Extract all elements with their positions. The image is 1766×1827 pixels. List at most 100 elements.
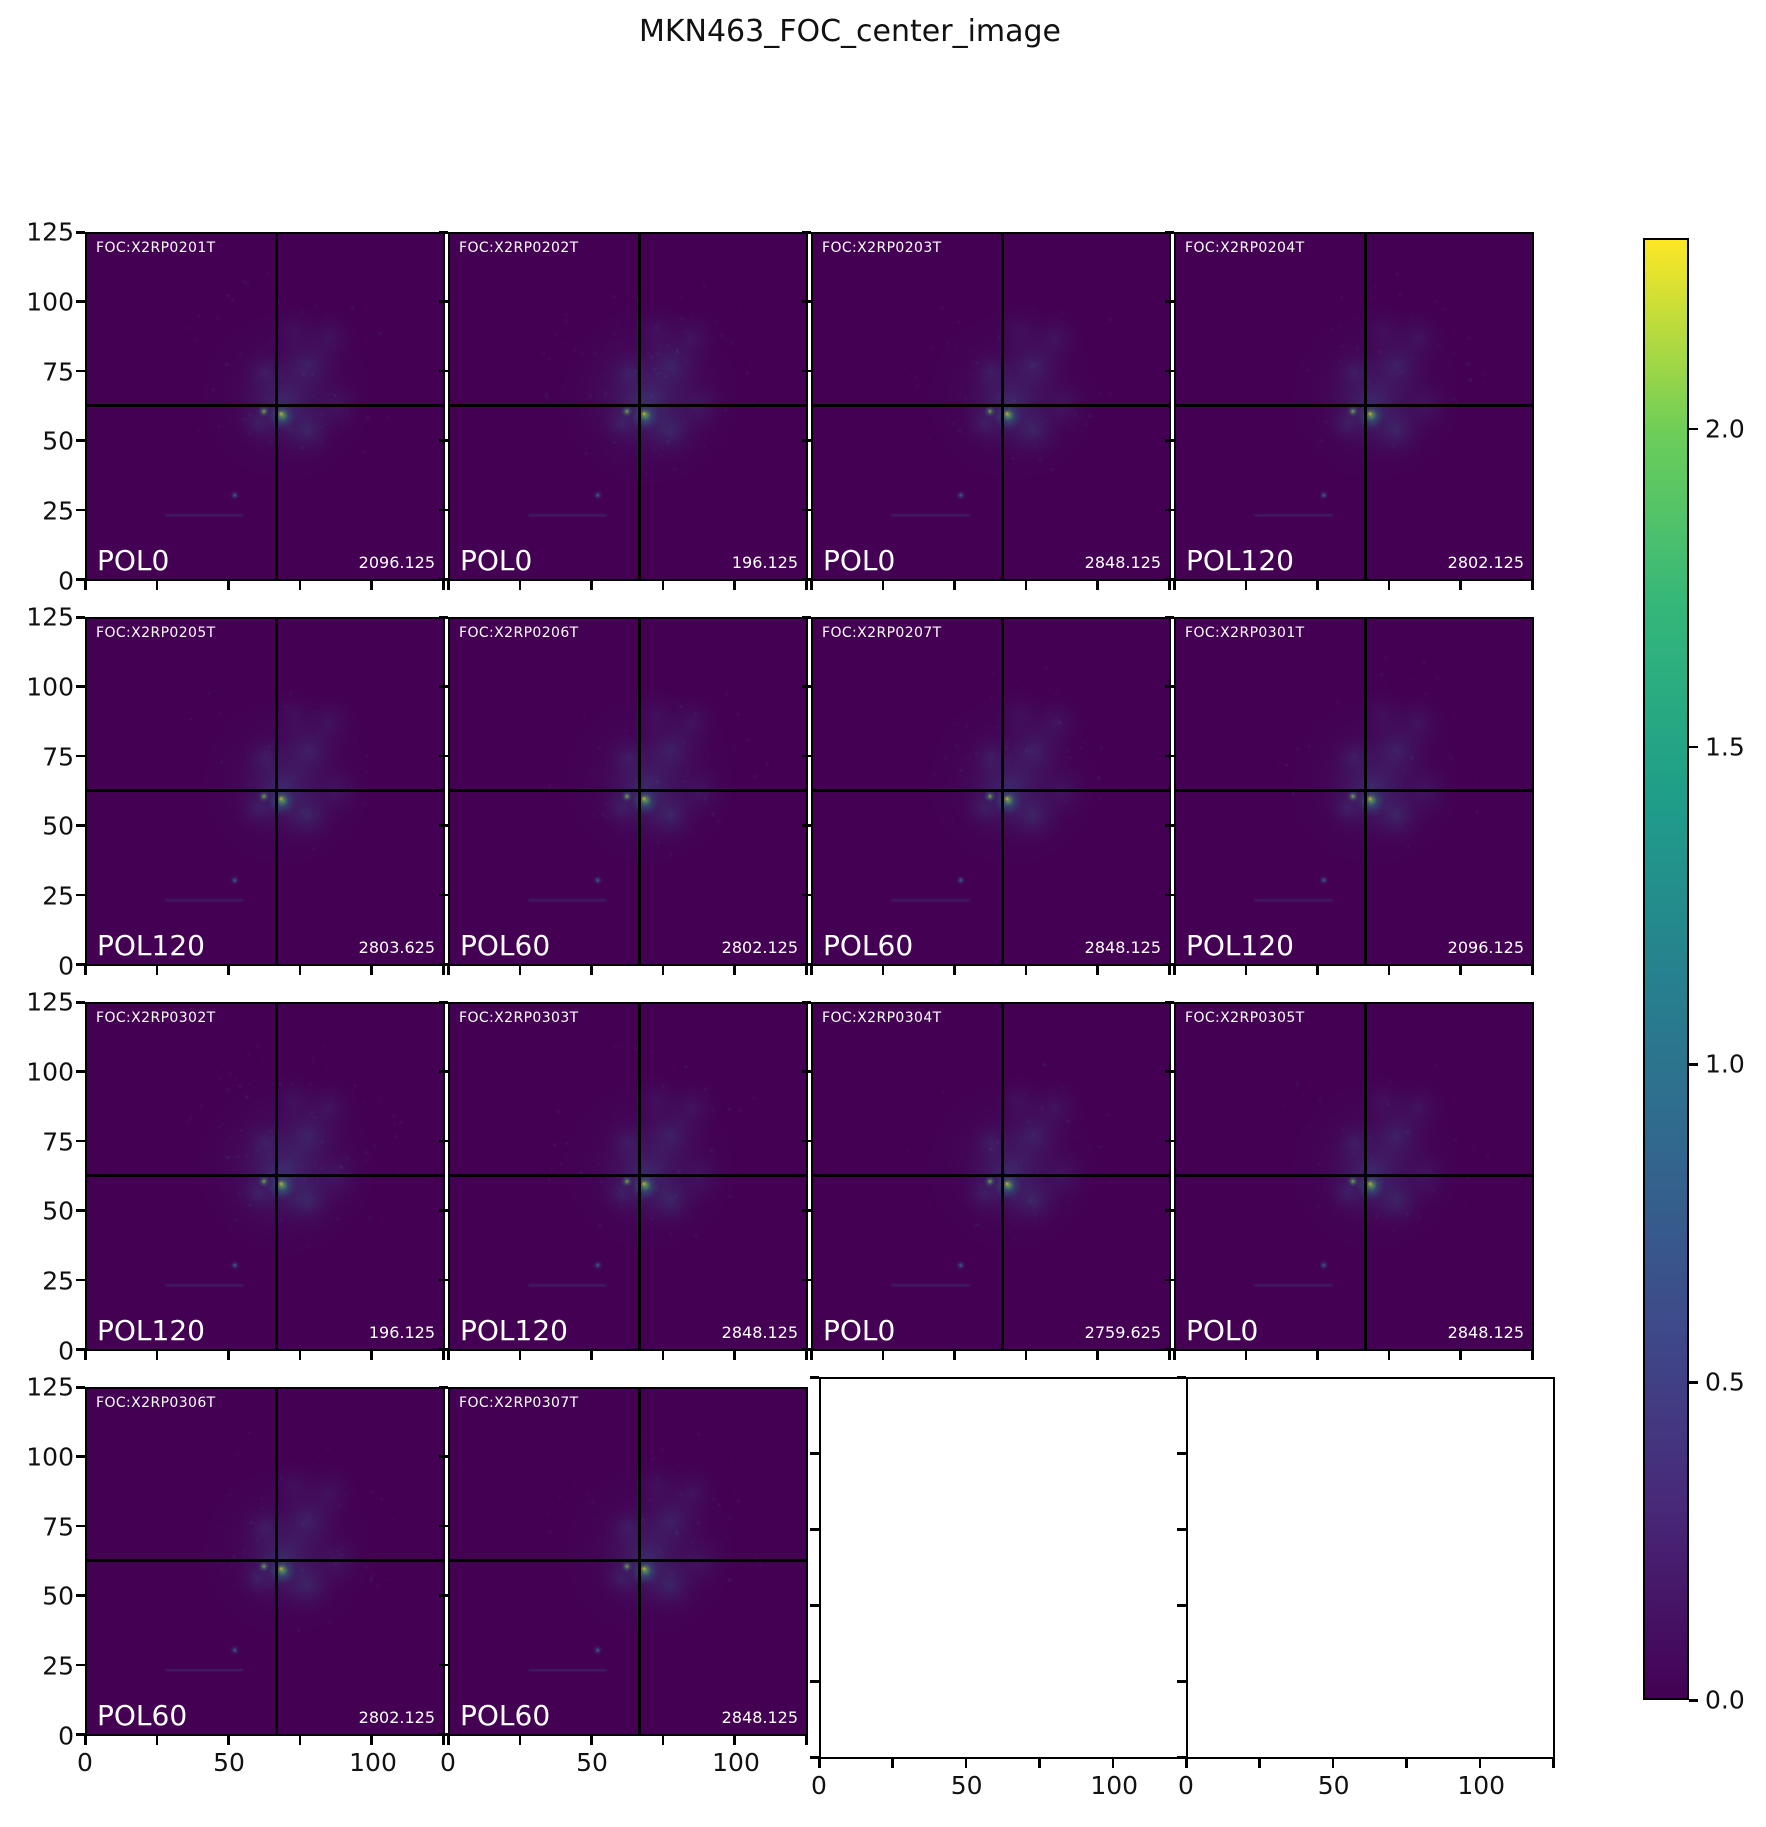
axis-tick-mark [1173, 966, 1176, 975]
axis-tick-mark [298, 966, 302, 975]
axis-tick-mark [518, 966, 522, 975]
axis-tick-mark [1096, 581, 1099, 590]
axis-tick-mark [1387, 581, 1391, 590]
axis-tick-mark [1316, 581, 1319, 590]
image-panel: FOC:X2RP0307T POL60 2848.125 [448, 1387, 808, 1736]
x-axis-tick-label: 0 [440, 1748, 456, 1777]
panel-exposure-value: 196.125 [731, 553, 798, 572]
axis-tick-mark [881, 1351, 885, 1360]
axis-tick-mark [76, 1001, 85, 1004]
axis-tick-mark [661, 581, 665, 590]
axis-tick-mark [76, 1209, 85, 1212]
panel-dataset-label: FOC:X2RP0304T [822, 1010, 942, 1026]
axis-tick-mark [802, 1070, 811, 1073]
axis-tick-mark [810, 581, 813, 590]
y-axis-tick-label: 125 [26, 987, 74, 1017]
panel-polarizer-label: POL0 [460, 544, 533, 577]
axis-tick-mark [518, 1736, 522, 1745]
axis-tick-mark [1024, 966, 1028, 975]
x-axis-tick-label: 100 [1090, 1771, 1139, 1800]
axis-tick-mark [1387, 1351, 1391, 1360]
axis-tick-mark [661, 966, 665, 975]
axis-tick-mark [1111, 1759, 1115, 1768]
colorbar-tick-label: 2.0 [1705, 414, 1745, 444]
axis-tick-mark [1165, 1070, 1174, 1073]
axis-tick-mark [76, 300, 85, 303]
crosshair-horizontal-line [1176, 1174, 1532, 1178]
axis-tick-mark [76, 439, 85, 442]
axis-tick-mark [227, 1351, 230, 1360]
image-panel: FOC:X2RP0305T POL0 2848.125 [1174, 1002, 1534, 1351]
axis-tick-mark [1165, 824, 1174, 827]
panel-polarizer-label: POL60 [460, 929, 551, 962]
axis-tick-mark [1165, 369, 1174, 373]
axis-tick-mark [1185, 1759, 1188, 1768]
axis-tick-mark [76, 754, 85, 758]
crosshair-horizontal-line [813, 1174, 1169, 1178]
axis-tick-mark [590, 581, 593, 590]
axis-tick-mark [1258, 1759, 1261, 1768]
axis-tick-mark [1173, 581, 1176, 590]
axis-tick-mark [881, 581, 885, 590]
axis-tick-mark [76, 1070, 85, 1073]
axis-tick-mark [1165, 1348, 1174, 1351]
axis-tick-mark [439, 963, 448, 966]
axis-tick-mark [802, 754, 811, 758]
axis-tick-mark [84, 581, 87, 590]
crosshair-horizontal-line [87, 1559, 443, 1563]
axis-tick-mark [1177, 1452, 1186, 1455]
panel-exposure-value: 2848.125 [1084, 938, 1161, 957]
axis-tick-mark [810, 1756, 819, 1759]
axis-tick-mark [1177, 1680, 1186, 1683]
y-axis-tick-label: 25 [42, 881, 74, 911]
axis-tick-mark [1331, 1759, 1335, 1768]
axis-tick-mark [1173, 1351, 1176, 1360]
axis-tick-mark [810, 1680, 819, 1683]
axis-tick-mark [1689, 1063, 1698, 1066]
axis-tick-mark [1459, 581, 1462, 590]
axis-tick-mark [76, 1663, 85, 1667]
y-axis-tick-label: 75 [42, 1512, 74, 1542]
axis-tick-mark [439, 578, 448, 581]
axis-tick-mark [1168, 966, 1171, 975]
panel-polarizer-label: POL0 [823, 544, 896, 577]
axis-tick-mark [1531, 966, 1534, 975]
panel-dataset-label: FOC:X2RP0202T [459, 240, 579, 256]
axis-tick-mark [805, 966, 808, 975]
image-panel: FOC:X2RP0201T POL0 2096.125 [85, 232, 445, 581]
y-axis-tick-label: 100 [26, 1057, 74, 1087]
axis-tick-mark [1459, 1351, 1462, 1360]
axis-tick-mark [370, 1736, 373, 1745]
axis-tick-mark [1096, 966, 1099, 975]
axis-tick-mark [439, 1594, 448, 1597]
panel-dataset-label: FOC:X2RP0306T [96, 1395, 216, 1411]
axis-tick-mark [370, 966, 373, 975]
y-axis-tick-label: 50 [42, 1196, 74, 1226]
axis-tick-mark [155, 966, 159, 975]
axis-tick-mark [802, 824, 811, 827]
image-panel: FOC:X2RP0204T POL120 2802.125 [1174, 232, 1534, 581]
crosshair-horizontal-line [1176, 404, 1532, 408]
axis-tick-mark [76, 824, 85, 827]
axis-tick-mark [881, 966, 885, 975]
panel-dataset-label: FOC:X2RP0207T [822, 625, 942, 641]
axis-tick-mark [1689, 745, 1698, 749]
image-panel: FOC:X2RP0206T POL60 2802.125 [448, 617, 808, 966]
axis-tick-mark [1165, 508, 1174, 512]
axis-tick-mark [802, 578, 811, 581]
axis-tick-mark [733, 581, 736, 590]
y-axis-tick-label: 50 [42, 1581, 74, 1611]
axis-tick-mark [76, 963, 85, 966]
axis-tick-mark [1244, 966, 1248, 975]
panel-polarizer-label: POL120 [97, 1314, 205, 1347]
axis-tick-mark [1165, 893, 1174, 897]
axis-tick-mark [802, 300, 811, 303]
axis-tick-mark [733, 966, 736, 975]
figure-title: MKN463_FOC_center_image [638, 14, 1062, 49]
axis-tick-mark [953, 1351, 956, 1360]
axis-tick-mark [370, 1351, 373, 1360]
y-axis-tick-label: 25 [42, 1266, 74, 1296]
axis-tick-mark [810, 966, 813, 975]
panel-exposure-value: 2802.125 [721, 938, 798, 957]
